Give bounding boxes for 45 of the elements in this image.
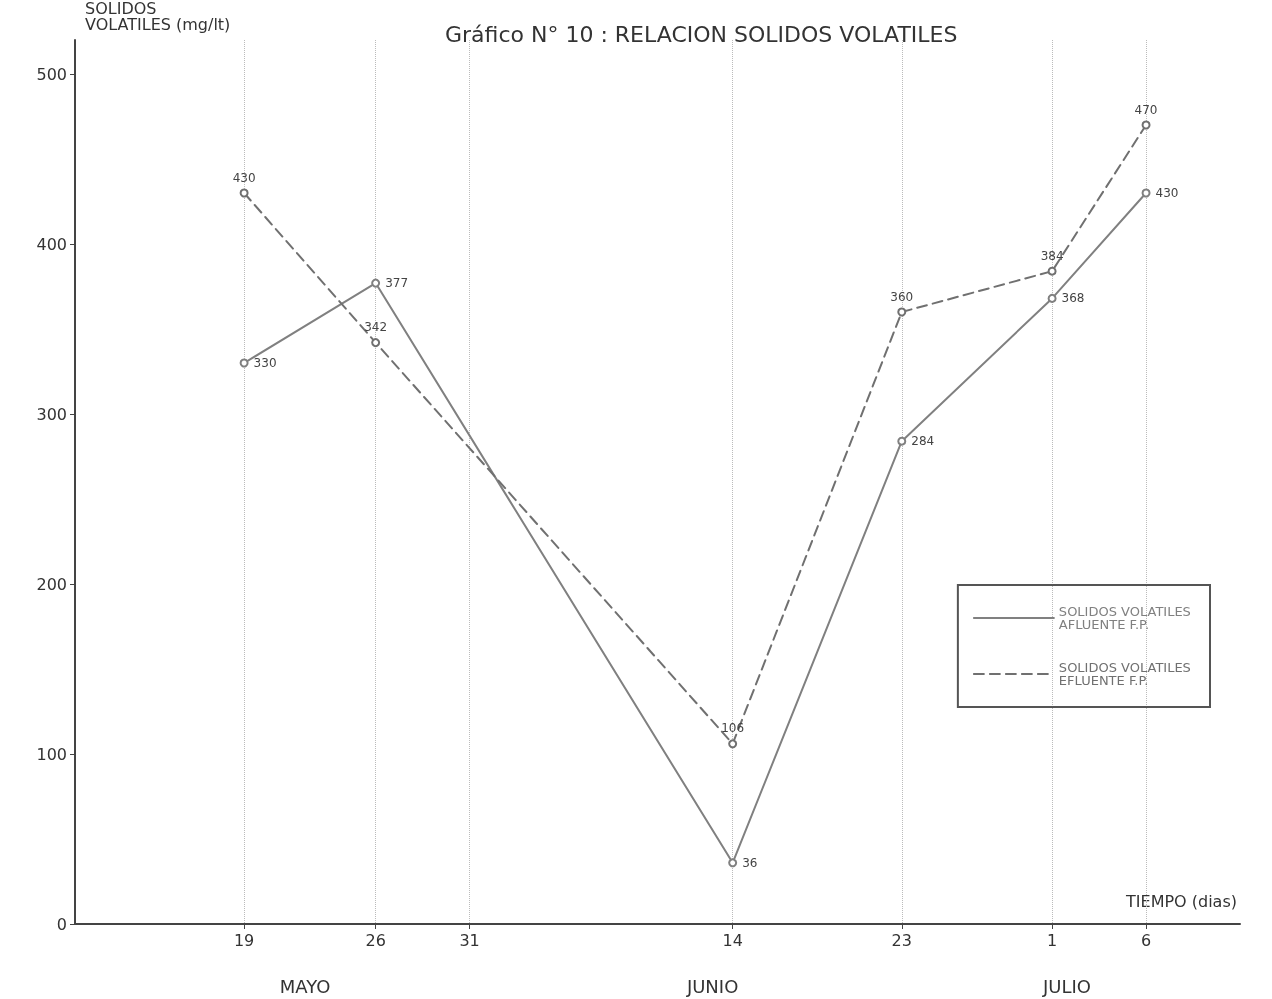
point [371, 278, 381, 288]
y-tick-label: 400 [36, 234, 67, 254]
chart-title: Gráfico N° 10 : RELACION SOLIDOS VOLATILES [445, 21, 958, 47]
text: SOLIDOS VOLATILES AFLUENTE F.P. [1058, 604, 1196, 632]
point [1141, 120, 1151, 130]
x-tick-label: 1 [1047, 930, 1058, 950]
point [239, 358, 249, 368]
point [1047, 293, 1057, 303]
x-tick-label: 14 [722, 930, 743, 950]
point [728, 739, 738, 749]
x-tick-label: 31 [459, 930, 480, 950]
point [1141, 188, 1151, 198]
x-tick-label: 23 [891, 930, 912, 950]
data-label: 470 [1134, 102, 1158, 117]
point [239, 188, 249, 198]
data-label: 330 [253, 356, 277, 370]
y-tick-label: 100 [36, 744, 67, 764]
x-axis-title: TIEMPO (dias) [1125, 891, 1238, 911]
text: SOLIDOS VOLATILES EFLUENTE F.P. [1058, 660, 1196, 688]
data-label: 368 [1061, 291, 1085, 306]
text: JUNIO [685, 975, 739, 997]
data-label: 284 [911, 434, 935, 449]
point [728, 858, 738, 868]
point [897, 436, 907, 446]
data-label: 342 [364, 320, 388, 335]
data-label: 36 [742, 855, 758, 870]
data-label: 430 [232, 170, 256, 185]
data-label: 106 [721, 721, 745, 736]
y-axis-title: SOLIDOS VOLATILES (mg/lt) [85, 0, 231, 34]
point [897, 307, 907, 317]
text: MAYO [279, 975, 331, 997]
data-label: 430 [1155, 186, 1179, 200]
x-tick-label: 6 [1140, 930, 1152, 950]
data-label: 377 [385, 276, 409, 291]
data-label: 384 [1040, 248, 1064, 263]
text: JULIO [1042, 975, 1092, 997]
point [1047, 266, 1057, 276]
data-label: 360 [890, 289, 914, 304]
y-tick-label: 200 [36, 574, 67, 594]
x-tick-label: 19 [233, 930, 255, 950]
y-tick-label: 0 [56, 914, 67, 934]
y-tick-label: 500 [36, 64, 67, 84]
y-tick-label: 300 [36, 404, 67, 424]
x-tick-label: 26 [365, 930, 386, 950]
point [371, 338, 381, 348]
